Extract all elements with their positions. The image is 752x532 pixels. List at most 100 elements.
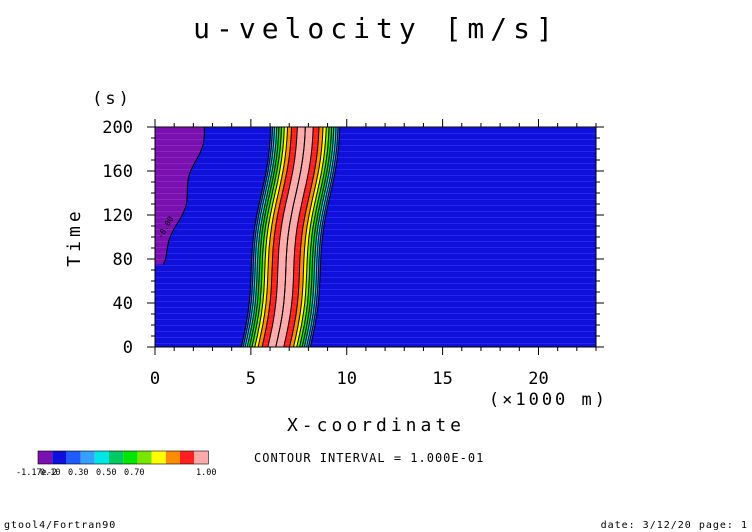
colorbar-swatch	[180, 451, 195, 464]
colorbar: -1.17e-20.10 0.30 0.50 0.70 1.00	[16, 450, 216, 478]
scan-line	[155, 325, 596, 326]
scan-line	[155, 307, 596, 308]
scan-line	[155, 193, 596, 194]
scan-line	[155, 211, 596, 212]
scan-line	[155, 139, 596, 140]
scan-line	[155, 343, 596, 344]
scan-line	[155, 319, 596, 320]
scan-line	[155, 295, 596, 296]
colorbar-label: 0.50	[96, 468, 116, 478]
scan-line	[155, 241, 596, 242]
y-tick-label: 0	[123, 338, 133, 358]
contour-band-10	[267, 127, 314, 347]
scan-line	[155, 259, 596, 260]
contour-line	[293, 127, 324, 347]
scan-line	[155, 187, 596, 188]
scan-line	[155, 157, 596, 158]
footer-right: date: 3/12/20 page: 1	[601, 520, 748, 531]
scan-line	[155, 247, 596, 248]
scan-line	[155, 271, 596, 272]
contour-interval-text: CONTOUR INTERVAL = 1.000E-01	[254, 451, 484, 465]
colorbar-swatch	[94, 451, 109, 464]
colorbar-swatch	[52, 451, 67, 464]
scan-line	[155, 151, 596, 152]
contour-line	[249, 127, 280, 347]
scan-line	[155, 331, 596, 332]
scan-line	[155, 175, 596, 176]
contour-line	[240, 127, 272, 347]
field-background	[155, 127, 596, 347]
colorbar-swatch	[109, 451, 124, 464]
scan-line	[155, 205, 596, 206]
colorbar-swatch	[80, 451, 95, 464]
contour-line	[283, 127, 314, 347]
scan-line	[155, 235, 596, 236]
scan-line	[155, 199, 596, 200]
scan-line	[155, 289, 596, 290]
x-tick-label: 15	[432, 369, 452, 389]
contour-line	[244, 127, 276, 347]
scan-stripes	[155, 127, 596, 344]
contour-line	[246, 127, 278, 347]
contour-line	[267, 127, 298, 347]
x-tick-label: 20	[528, 369, 548, 389]
contour-line	[303, 127, 335, 347]
colorbar-swatch	[137, 451, 152, 464]
contour-line	[306, 127, 337, 347]
colorbar-frame	[37, 450, 209, 465]
x-axis-unit: (×1000 m)	[489, 390, 608, 410]
y-axis-unit: (s)	[92, 89, 132, 109]
contour-line	[309, 127, 341, 347]
colorbar-label: 0.70	[124, 468, 144, 478]
y-tick-label: 160	[102, 162, 133, 182]
scan-line	[155, 133, 596, 134]
scan-line	[155, 277, 596, 278]
scan-line	[155, 169, 596, 170]
scan-line	[155, 265, 596, 266]
colorbar-label: 1.00	[196, 468, 216, 478]
colorbar-swatch	[38, 451, 53, 464]
y-tick-label: 200	[102, 118, 133, 138]
negative-region	[155, 127, 205, 265]
colorbar-swatch	[151, 451, 166, 464]
chart-title: u-velocity [m/s]	[193, 12, 559, 45]
contour-lines: -0.00	[156, 127, 341, 347]
colorbar-swatch	[194, 451, 209, 464]
scan-line	[155, 223, 596, 224]
x-tick-label: 0	[150, 369, 160, 389]
contour-line	[301, 127, 333, 347]
y-axis-label: Time	[64, 207, 85, 266]
contour-line	[275, 127, 306, 347]
scan-line	[155, 337, 596, 338]
y-tick-label: 40	[113, 294, 133, 314]
contour-line	[261, 127, 293, 347]
contour-line	[289, 127, 320, 347]
y-tick-label: 80	[113, 250, 133, 270]
contour-line	[257, 127, 289, 347]
scan-line	[155, 229, 596, 230]
scan-line	[155, 283, 596, 284]
scan-line	[155, 163, 596, 164]
contour-line	[308, 127, 339, 347]
scan-line	[155, 301, 596, 302]
contour-line	[251, 127, 282, 347]
x-tick-label: 5	[246, 369, 256, 389]
footer-left: gtool4/Fortran90	[4, 520, 116, 531]
contour-line	[254, 127, 285, 347]
colorbar-swatch	[66, 451, 81, 464]
x-axis-label: X-coordinate	[287, 415, 465, 436]
scan-line	[155, 145, 596, 146]
colorbar-label: 0.30	[68, 468, 88, 478]
contour-line	[299, 127, 330, 347]
scan-line	[155, 313, 596, 314]
colorbar-label: 0.10	[40, 468, 60, 478]
contour-line	[296, 127, 327, 347]
colorbar-swatch	[123, 451, 138, 464]
y-tick-label: 120	[102, 206, 133, 226]
colorbar-label: -1.17e-2	[16, 468, 57, 478]
contour-line-negative	[162, 127, 205, 265]
colorbar-swatch	[165, 451, 180, 464]
scan-line	[155, 217, 596, 218]
